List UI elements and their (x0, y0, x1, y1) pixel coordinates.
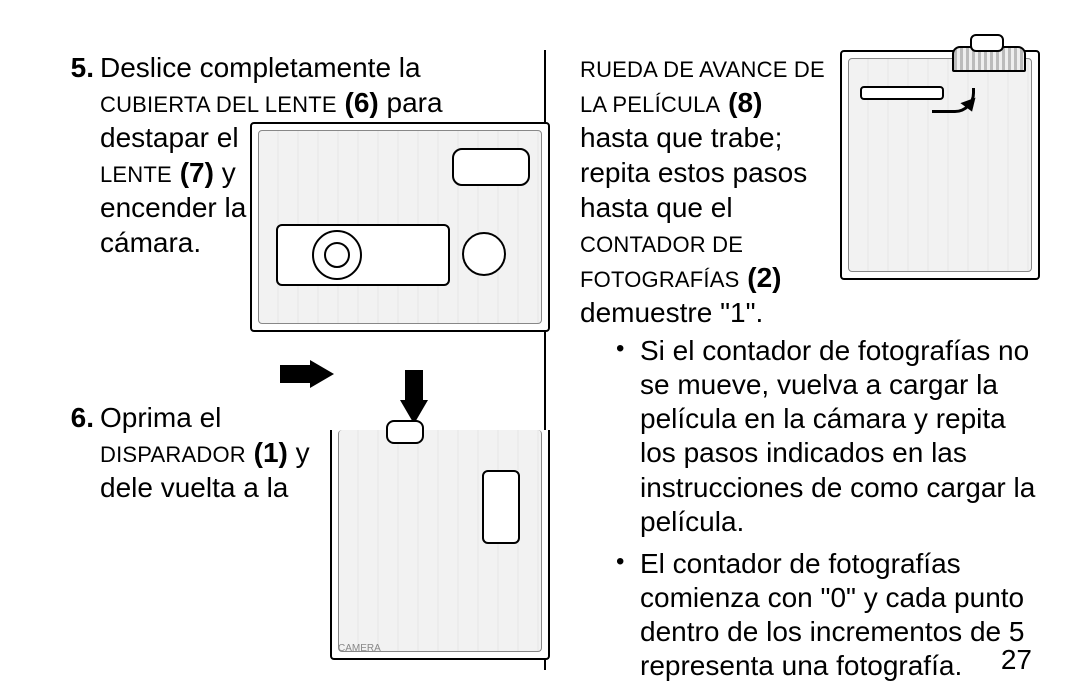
step-6-number: 6. (60, 400, 100, 505)
step6-line1: Oprima el (100, 402, 221, 433)
step-5-number: 5. (60, 50, 100, 260)
cont-l7-ref: (2) (739, 262, 781, 293)
step6-line3: dele vuelta a la (100, 472, 288, 503)
step-6: 6. Oprima el disparador (1) y dele vuelt… (60, 400, 320, 505)
camera-top-illustration: CAMERA (330, 430, 550, 660)
cont-l6: contador de (580, 232, 743, 257)
cont-l8: demuestre "1". (580, 297, 763, 328)
step6-line2b: y (296, 437, 310, 468)
step5-line5: encender la (100, 192, 246, 223)
camera-side-illustration (840, 50, 1040, 280)
left-column: 5. Deslice completamente la cubierta del… (60, 50, 540, 674)
cont-l5: hasta que el (580, 192, 733, 223)
step5-line3: destapar el (100, 122, 239, 153)
cont-l2-ref: (8) (720, 87, 762, 118)
right-column: rueda de avance de la película (8) hasta… (550, 50, 1040, 674)
step-6-text: Oprima el disparador (1) y dele vuelta a… (100, 400, 320, 505)
cont-l2: la película (580, 92, 720, 117)
step5-line2b: para (387, 87, 443, 118)
step6-shutter-ref: (1) (246, 437, 296, 468)
step5-line6: cámara. (100, 227, 201, 258)
manual-page: 5. Deslice completamente la cubierta del… (0, 0, 1080, 694)
cont-l4: repita estos pasos (580, 157, 807, 188)
illus-caption: CAMERA (338, 643, 381, 654)
camera-front-illustration (250, 122, 550, 332)
slide-arrow-icon (310, 360, 334, 388)
step5-lens-sc: lente (100, 162, 172, 187)
cont-l3: hasta que trabe; (580, 122, 782, 153)
two-column-layout: 5. Deslice completamente la cubierta del… (60, 50, 1040, 674)
step5-lens-ref: (7) (172, 157, 222, 188)
notes-list: Si el contador de fotografías no se muev… (580, 334, 1040, 684)
cont-l7: fotografías (580, 267, 739, 292)
page-number: 27 (1001, 644, 1032, 676)
step5-line4b: y (222, 157, 236, 188)
cont-l1: rueda de avance de (580, 57, 825, 82)
step5-lenscover-sc: cubierta del lente (100, 92, 337, 117)
step5-lenscover-ref: (6) (337, 87, 387, 118)
step6-shutter-sc: disparador (100, 442, 246, 467)
step5-line1: Deslice completamente la (100, 52, 421, 83)
note-1: Si el contador de fotografías no se muev… (620, 334, 1040, 539)
step6-continuation: rueda de avance de la película (8) hasta… (580, 50, 870, 330)
note-2: El contador de fotografías comienza con … (620, 547, 1040, 684)
